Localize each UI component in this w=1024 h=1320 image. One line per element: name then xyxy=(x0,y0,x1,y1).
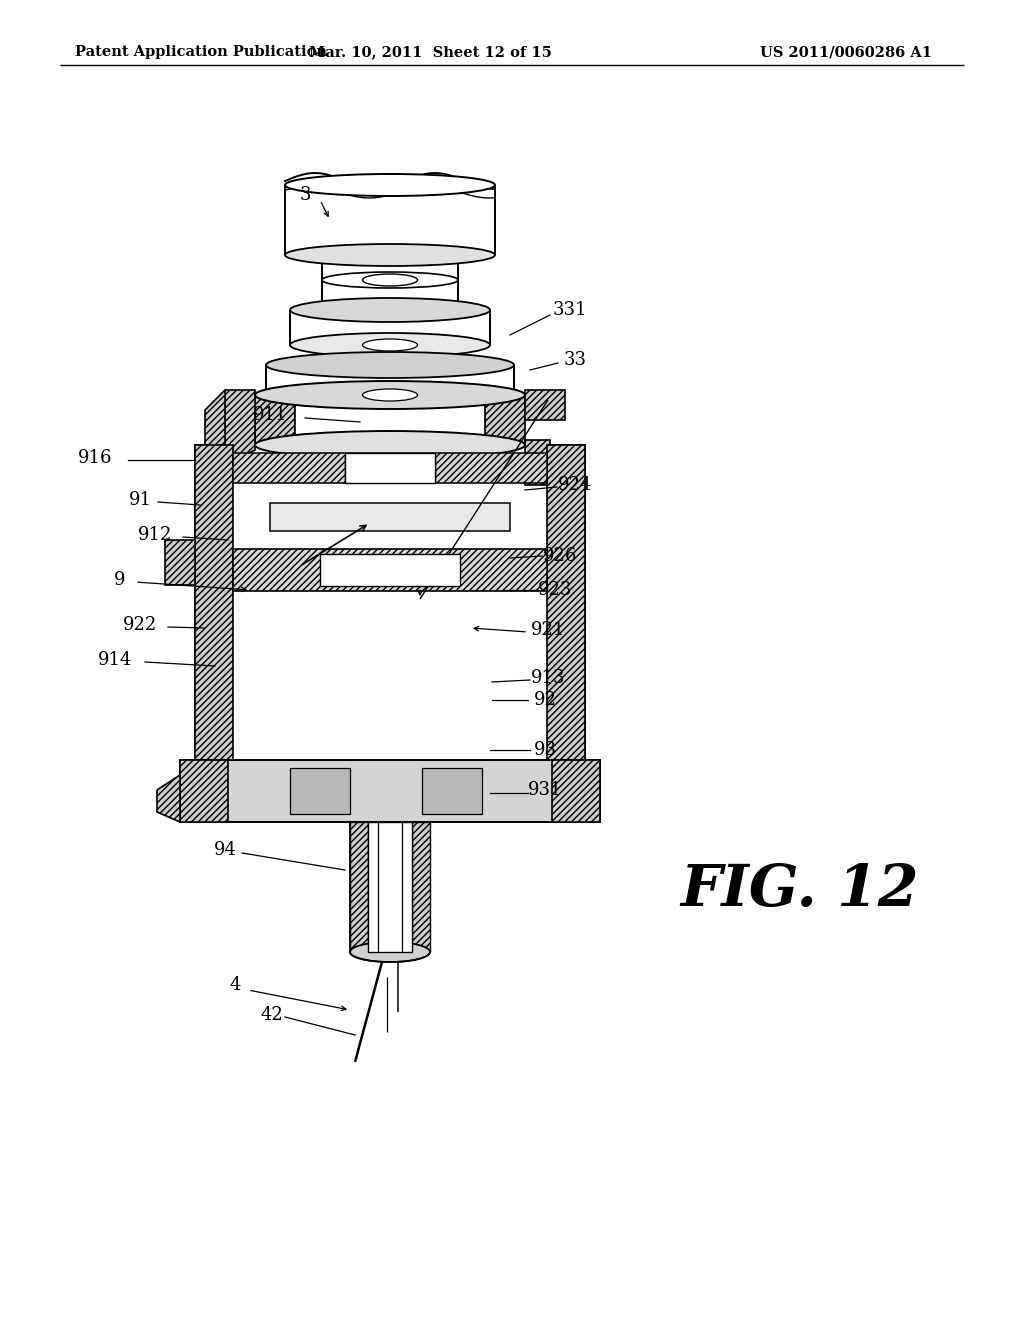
Ellipse shape xyxy=(322,272,458,288)
Text: 9: 9 xyxy=(115,572,126,589)
Polygon shape xyxy=(233,453,547,483)
Polygon shape xyxy=(547,445,585,760)
Text: Mar. 10, 2011  Sheet 12 of 15: Mar. 10, 2011 Sheet 12 of 15 xyxy=(308,45,552,59)
Polygon shape xyxy=(255,395,295,445)
Text: 911: 911 xyxy=(253,407,288,424)
Ellipse shape xyxy=(266,352,514,378)
Ellipse shape xyxy=(362,389,418,401)
Text: Patent Application Publication: Patent Application Publication xyxy=(75,45,327,59)
Polygon shape xyxy=(345,453,435,483)
Text: 916: 916 xyxy=(78,449,113,467)
Ellipse shape xyxy=(266,381,514,408)
Text: 93: 93 xyxy=(534,741,556,759)
Text: 3: 3 xyxy=(299,186,310,205)
Ellipse shape xyxy=(290,298,490,322)
Text: US 2011/0060286 A1: US 2011/0060286 A1 xyxy=(760,45,932,59)
Ellipse shape xyxy=(255,432,525,459)
Ellipse shape xyxy=(362,275,418,286)
Polygon shape xyxy=(157,775,180,822)
Text: 924: 924 xyxy=(558,477,592,494)
Text: 922: 922 xyxy=(123,616,157,634)
Polygon shape xyxy=(195,445,585,760)
Text: 91: 91 xyxy=(128,491,152,510)
Text: 913: 913 xyxy=(530,669,565,686)
Text: 42: 42 xyxy=(261,1006,284,1024)
Ellipse shape xyxy=(350,942,430,962)
Polygon shape xyxy=(485,395,525,445)
Polygon shape xyxy=(295,395,485,445)
Polygon shape xyxy=(412,822,430,952)
Text: 914: 914 xyxy=(98,651,132,669)
Text: 331: 331 xyxy=(553,301,587,319)
Polygon shape xyxy=(180,760,228,822)
Ellipse shape xyxy=(285,244,495,267)
Text: 926: 926 xyxy=(543,546,578,565)
Polygon shape xyxy=(368,822,412,952)
Text: 912: 912 xyxy=(138,525,172,544)
Polygon shape xyxy=(180,760,600,822)
Text: FIG. 12: FIG. 12 xyxy=(680,862,919,919)
Text: 931: 931 xyxy=(527,781,562,799)
Polygon shape xyxy=(233,549,547,591)
Text: 923: 923 xyxy=(538,581,572,599)
Polygon shape xyxy=(350,822,430,952)
Polygon shape xyxy=(195,445,233,760)
Text: 94: 94 xyxy=(214,841,237,859)
Polygon shape xyxy=(525,389,565,420)
Polygon shape xyxy=(205,389,225,480)
Text: 92: 92 xyxy=(534,690,556,709)
Text: 33: 33 xyxy=(563,351,587,370)
Ellipse shape xyxy=(285,174,495,195)
Ellipse shape xyxy=(290,333,490,356)
Ellipse shape xyxy=(255,381,525,409)
Polygon shape xyxy=(422,768,482,814)
Polygon shape xyxy=(552,760,600,822)
Text: 4: 4 xyxy=(229,975,241,994)
Polygon shape xyxy=(319,554,460,586)
Polygon shape xyxy=(350,822,368,952)
Polygon shape xyxy=(225,389,255,465)
Text: 921: 921 xyxy=(530,620,565,639)
Polygon shape xyxy=(270,503,510,531)
Ellipse shape xyxy=(362,339,418,351)
Polygon shape xyxy=(290,768,350,814)
Polygon shape xyxy=(165,540,195,585)
Polygon shape xyxy=(525,440,550,484)
